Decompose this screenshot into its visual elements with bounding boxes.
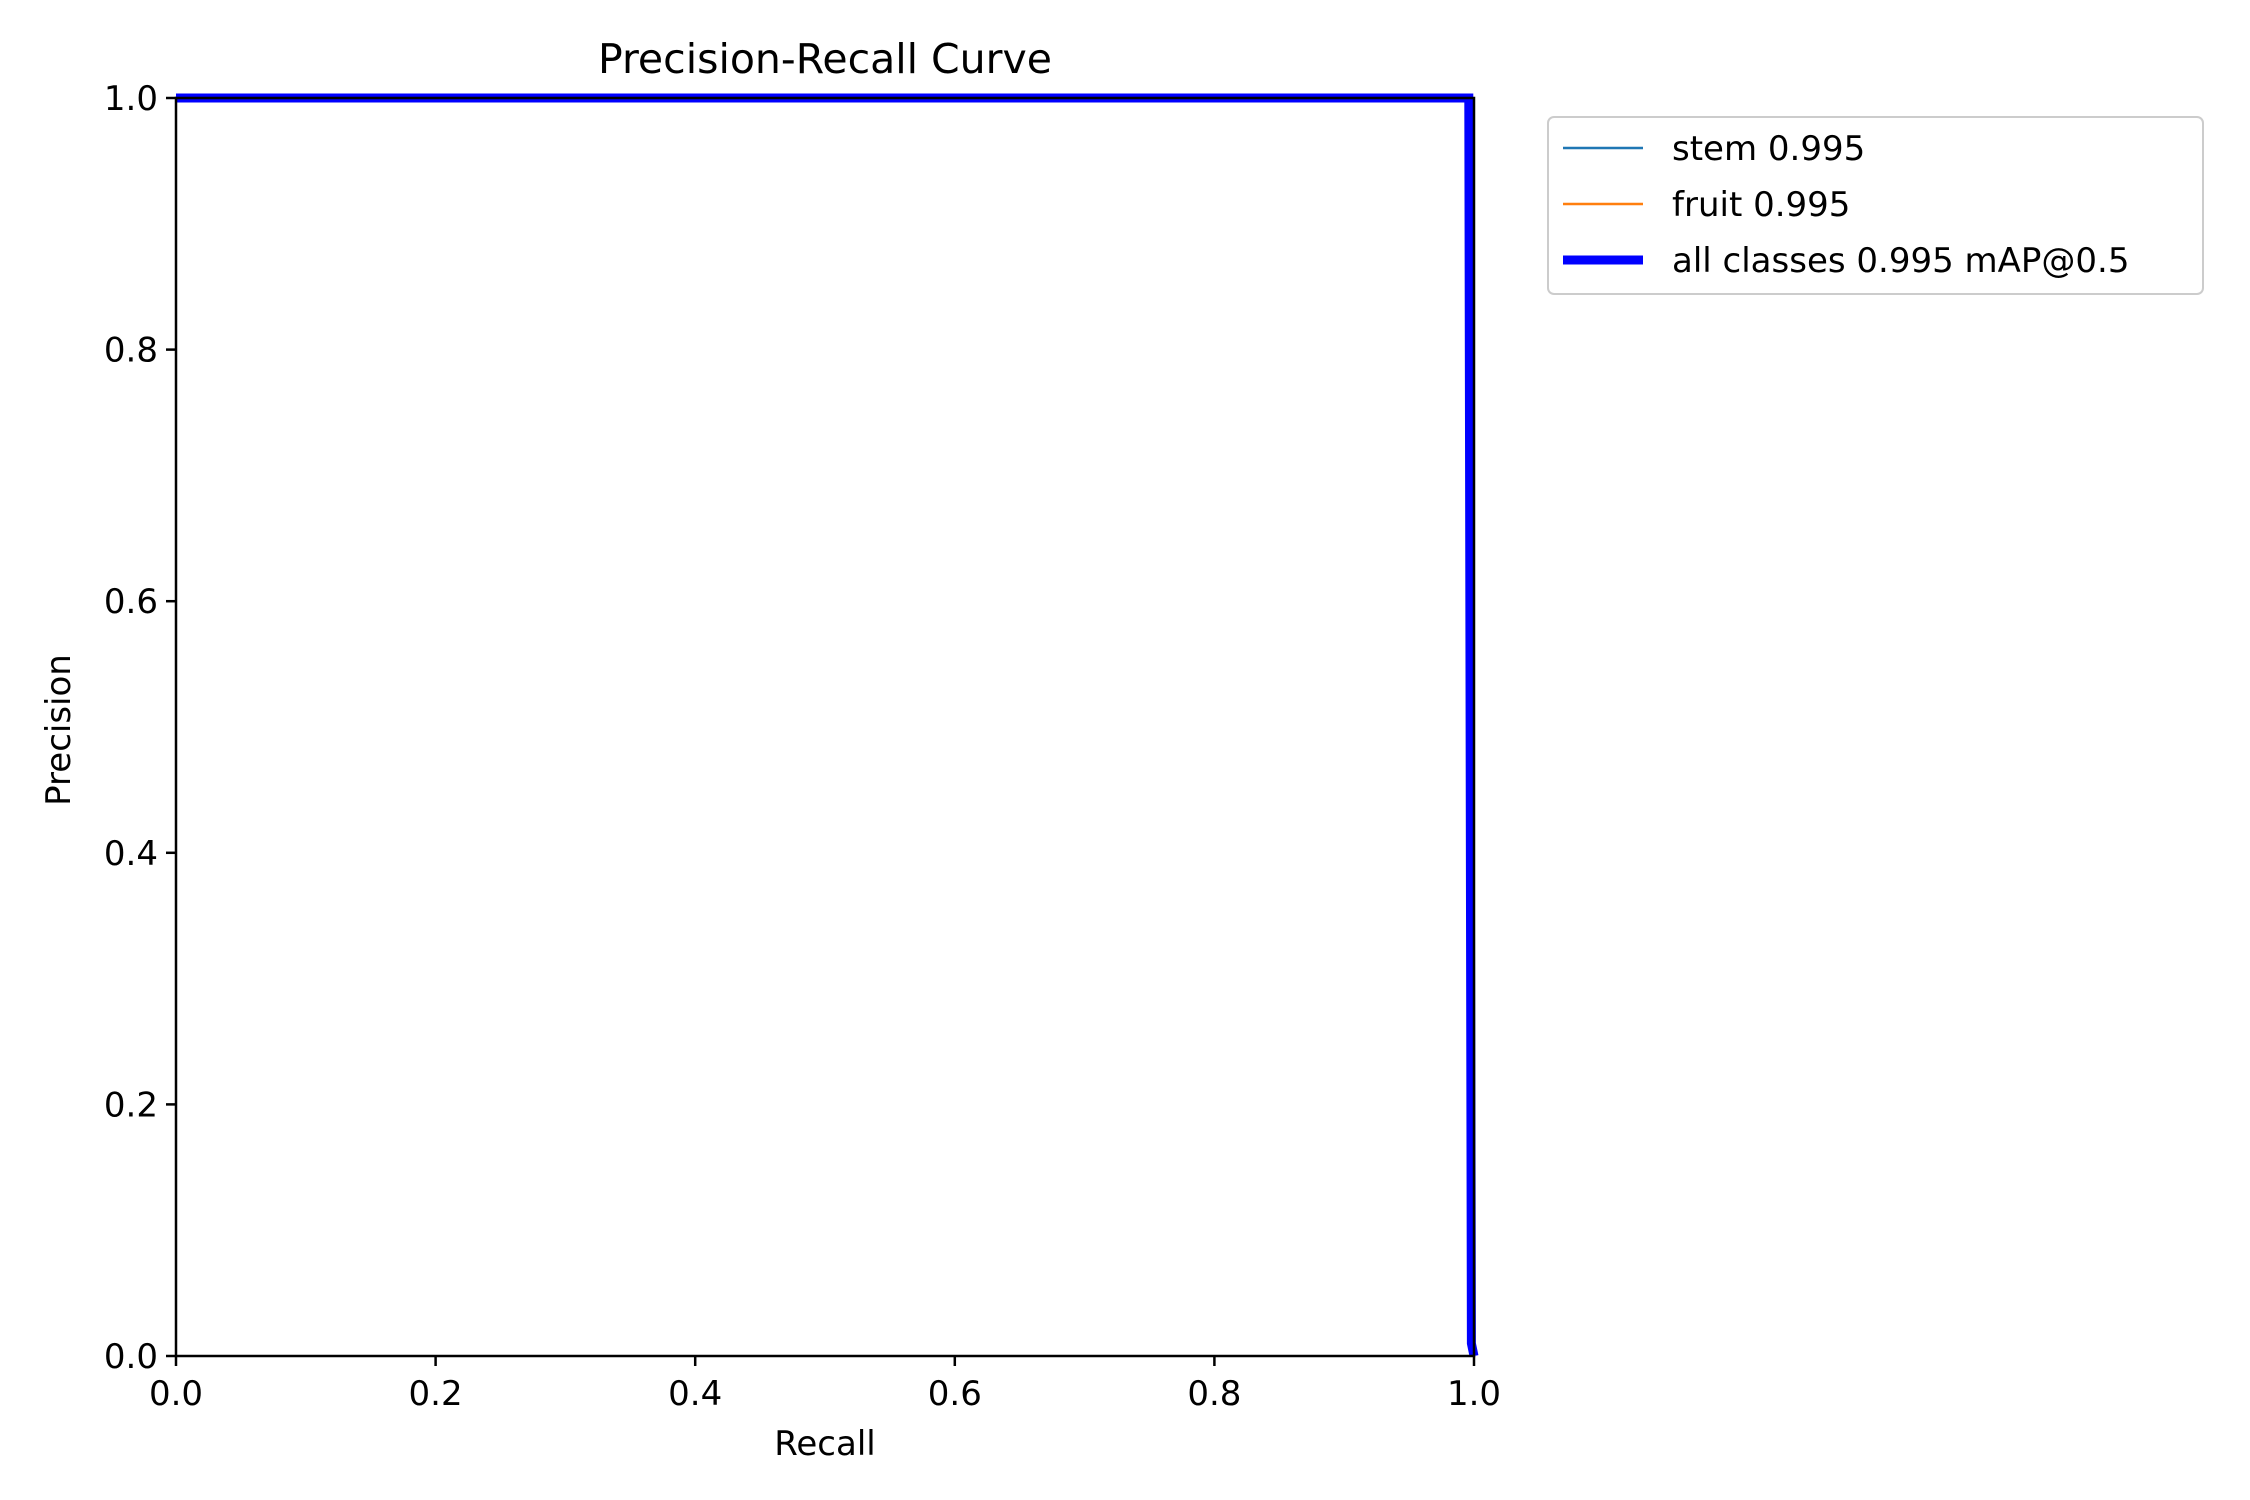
- x-axis-ticks: 0.0 0.2 0.4 0.6 0.8 1.0: [149, 1356, 1501, 1414]
- y-tick-label: 0.6: [104, 582, 158, 622]
- y-tick-label: 0.8: [104, 331, 158, 371]
- y-tick-label: 0.2: [104, 1085, 158, 1125]
- y-tick-label: 0.4: [104, 834, 158, 874]
- legend-items: stem 0.995 fruit 0.995 all classes 0.995 m…: [1563, 129, 2129, 281]
- legend-box: [1547, 116, 2204, 295]
- x-tick-label: 0.8: [1187, 1374, 1241, 1414]
- axes-frame: [174, 96, 1476, 1358]
- x-tick-label: 0.2: [409, 1374, 463, 1414]
- y-tick-label: 1.0: [104, 79, 158, 119]
- legend-label-3: all classes 0.995 mAP@0.5: [1672, 241, 2129, 281]
- y-tick-label: 0.0: [104, 1337, 158, 1377]
- x-tick-label: 0.0: [149, 1374, 203, 1414]
- legend-label-1: stem 0.995: [1672, 129, 1865, 169]
- x-axis-label: Recall: [774, 1424, 875, 1464]
- y-axis-label: Precision: [39, 654, 79, 806]
- x-tick-label: 0.4: [668, 1374, 722, 1414]
- x-tick-label: 1.0: [1447, 1374, 1501, 1414]
- x-tick-label: 0.6: [928, 1374, 982, 1414]
- legend-label-2: fruit 0.995: [1672, 185, 1850, 225]
- chart-title: Precision-Recall Curve: [598, 35, 1052, 83]
- legend: stem 0.995 fruit 0.995 all classes 0.995 m…: [1547, 116, 2204, 295]
- y-axis-ticks: 0.0 0.2 0.4 0.6 0.8 1.0: [104, 79, 176, 1377]
